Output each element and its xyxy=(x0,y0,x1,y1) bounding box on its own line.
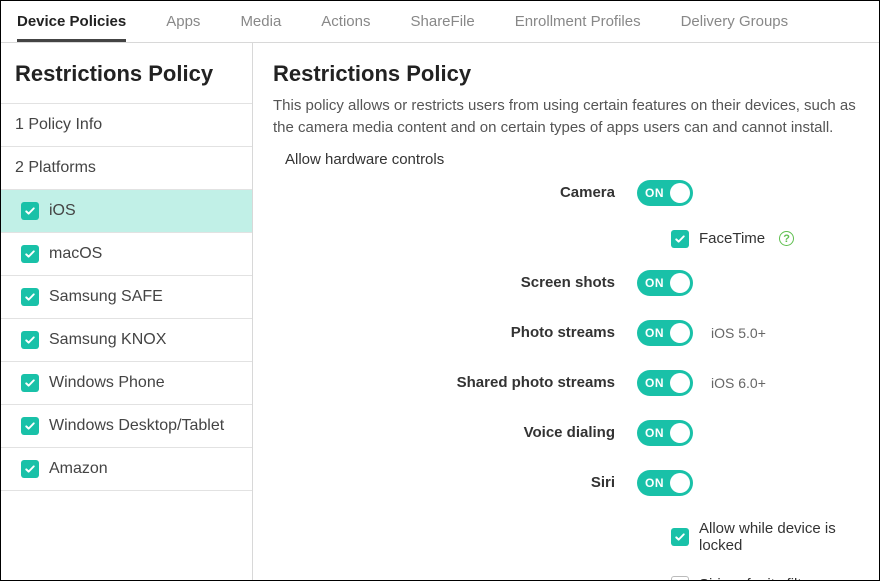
tab-enrollment-profiles[interactable]: Enrollment Profiles xyxy=(515,1,641,42)
toggle-knob xyxy=(670,183,690,203)
checkbox-icon[interactable] xyxy=(21,331,39,349)
sub-option-allow-while-device-is-locked: Allow while device is locked xyxy=(671,520,879,554)
toggle-on-label: ON xyxy=(645,376,664,390)
sidebar-item-macos[interactable]: macOS xyxy=(1,232,252,275)
toggle-switch[interactable]: ON xyxy=(637,270,693,296)
toggle-switch[interactable]: ON xyxy=(637,180,693,206)
toggle-switch[interactable]: ON xyxy=(637,470,693,496)
checkbox-icon[interactable] xyxy=(21,460,39,478)
toggle-knob xyxy=(670,273,690,293)
toggle-knob xyxy=(670,323,690,343)
setting-control: ON xyxy=(637,470,693,496)
toggle-switch[interactable]: ON xyxy=(637,370,693,396)
checkbox-icon[interactable] xyxy=(21,288,39,306)
page-title: Restrictions Policy xyxy=(273,61,879,87)
sidebar-item-2-platforms[interactable]: 2 Platforms xyxy=(1,146,252,189)
setting-row-voice-dialing: Voice dialing ON xyxy=(273,420,879,446)
sidebar-item-samsung-safe[interactable]: Samsung SAFE xyxy=(1,275,252,318)
setting-label: Photo streams xyxy=(273,324,637,341)
sidebar-item-label: Samsung SAFE xyxy=(49,288,163,306)
toggle-knob xyxy=(670,473,690,493)
setting-label: Voice dialing xyxy=(273,424,637,441)
sidebar-item-ios[interactable]: iOS xyxy=(1,189,252,232)
sub-option-label: Siri profanity filter xyxy=(699,576,815,580)
sidebar-item-label: iOS xyxy=(49,202,76,220)
toggle-on-label: ON xyxy=(645,326,664,340)
layout: Restrictions Policy 1 Policy Info 2 Platf… xyxy=(1,43,879,580)
tab-apps[interactable]: Apps xyxy=(166,1,200,42)
checkbox-icon[interactable] xyxy=(671,230,689,248)
sub-option-facetime: FaceTime? xyxy=(671,230,879,248)
setting-row-siri: Siri ON xyxy=(273,470,879,496)
page-description: This policy allows or restricts users fr… xyxy=(273,95,879,139)
toggle-on-label: ON xyxy=(645,426,664,440)
sidebar-item-windows-phone[interactable]: Windows Phone xyxy=(1,361,252,404)
sidebar-item-label: Amazon xyxy=(49,460,108,478)
toggle-on-label: ON xyxy=(645,186,664,200)
checkbox-icon[interactable] xyxy=(21,202,39,220)
main-panel: Restrictions Policy This policy allows o… xyxy=(253,43,879,580)
tab-media[interactable]: Media xyxy=(240,1,281,42)
help-icon[interactable]: ? xyxy=(779,231,794,246)
setting-control: ON iOS 5.0+ xyxy=(637,320,766,346)
setting-suffix: iOS 5.0+ xyxy=(711,325,766,341)
sidebar-item-label: 2 Platforms xyxy=(15,159,96,177)
sidebar-item-windows-desktop-tablet[interactable]: Windows Desktop/Tablet xyxy=(1,404,252,447)
setting-control: ON iOS 6.0+ xyxy=(637,370,766,396)
sidebar-item-samsung-knox[interactable]: Samsung KNOX xyxy=(1,318,252,361)
setting-label: Siri xyxy=(273,474,637,491)
setting-suffix: iOS 6.0+ xyxy=(711,375,766,391)
sidebar-item-label: Windows Desktop/Tablet xyxy=(49,417,224,435)
top-tabs: Device Policies Apps Media Actions ShareFile… xyxy=(1,1,879,43)
toggle-switch[interactable]: ON xyxy=(637,420,693,446)
setting-control: ON xyxy=(637,270,693,296)
tab-device-policies[interactable]: Device Policies xyxy=(17,1,126,42)
setting-row-camera: Camera ON xyxy=(273,180,879,206)
toggle-on-label: ON xyxy=(645,476,664,490)
setting-row-screen-shots: Screen shots ON xyxy=(273,270,879,296)
sub-option-label: Allow while device is locked xyxy=(699,520,879,554)
checkbox-icon[interactable] xyxy=(671,528,689,546)
sidebar-item-label: Samsung KNOX xyxy=(49,331,166,349)
tab-delivery-groups[interactable]: Delivery Groups xyxy=(681,1,789,42)
checkbox-icon[interactable] xyxy=(21,417,39,435)
sidebar-item-amazon[interactable]: Amazon xyxy=(1,447,252,491)
toggle-knob xyxy=(670,373,690,393)
setting-control: ON xyxy=(637,420,693,446)
sidebar: Restrictions Policy 1 Policy Info 2 Platf… xyxy=(1,43,253,580)
tab-actions[interactable]: Actions xyxy=(321,1,370,42)
checkbox-icon[interactable] xyxy=(21,374,39,392)
sub-option-label: FaceTime xyxy=(699,230,765,247)
setting-label: Camera xyxy=(273,184,637,201)
sidebar-item-label: Windows Phone xyxy=(49,374,165,392)
toggle-switch[interactable]: ON xyxy=(637,320,693,346)
setting-control: ON xyxy=(637,180,693,206)
sub-option-siri-profanity-filter: Siri profanity filter xyxy=(671,576,879,581)
checkbox-icon[interactable] xyxy=(21,245,39,263)
setting-row-photo-streams: Photo streams ON iOS 5.0+ xyxy=(273,320,879,346)
section-label: Allow hardware controls xyxy=(285,151,879,168)
setting-label: Shared photo streams xyxy=(273,374,637,391)
sidebar-title: Restrictions Policy xyxy=(1,43,252,103)
sidebar-item-label: macOS xyxy=(49,245,102,263)
toggle-on-label: ON xyxy=(645,276,664,290)
tab-sharefile[interactable]: ShareFile xyxy=(411,1,475,42)
sidebar-item-label: 1 Policy Info xyxy=(15,116,102,134)
setting-row-shared-photo-streams: Shared photo streams ON iOS 6.0+ xyxy=(273,370,879,396)
checkbox-icon[interactable] xyxy=(671,576,689,581)
sidebar-item-1-policy-info[interactable]: 1 Policy Info xyxy=(1,103,252,146)
toggle-knob xyxy=(670,423,690,443)
setting-label: Screen shots xyxy=(273,274,637,291)
